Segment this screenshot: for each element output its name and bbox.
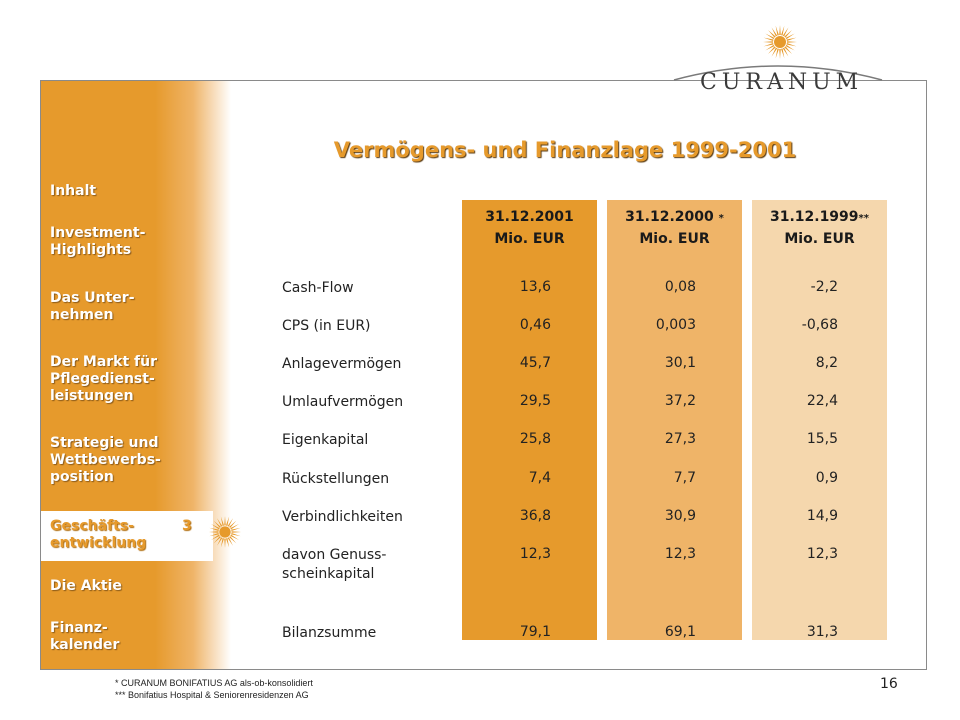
table-cell: 13,6 xyxy=(519,279,551,295)
table-cell: 0,08 xyxy=(664,279,696,295)
table-cell: -0,68 xyxy=(801,317,838,333)
table-cell: 69,1 xyxy=(664,624,696,640)
sun-icon xyxy=(208,515,242,549)
table-cell: 0,9 xyxy=(815,470,838,486)
table-cell: 22,4 xyxy=(806,393,838,409)
sidebar-item-die-aktie[interactable]: Die Aktie xyxy=(50,578,122,594)
sidebar-item-das-unternehmen[interactable]: Das Unter- nehmen xyxy=(50,290,135,323)
table-cell: 79,1 xyxy=(519,624,551,640)
row-label: Anlagevermögen xyxy=(282,356,402,372)
footnote: * CURANUM BONIFATIUS AG als-ob-konsolidi… xyxy=(115,678,313,688)
row-label: Umlaufvermögen xyxy=(282,394,404,410)
sidebar-item-finanzkalender[interactable]: Finanz- kalender xyxy=(50,620,120,653)
table-cell: 30,1 xyxy=(664,355,696,371)
table-cell: 30,9 xyxy=(664,508,696,524)
sidebar xyxy=(41,81,231,669)
table-cell: 12,3 xyxy=(519,546,551,562)
table-cell: 29,5 xyxy=(519,393,551,409)
column-header-2000: 31.12.2000 * Mio. EUR xyxy=(607,207,742,249)
sidebar-active-highlight xyxy=(41,511,213,561)
logo-arc-icon xyxy=(673,65,883,81)
column-unit: Mio. EUR xyxy=(784,231,855,247)
sidebar-item-markt[interactable]: Der Markt für Pflegedienst- leistungen xyxy=(50,354,158,404)
table-cell: 0,003 xyxy=(655,317,696,333)
row-label: Bilanzsumme xyxy=(282,625,377,641)
slide-title: Vermögens- und Finanzlage 1999-2001 xyxy=(333,138,797,162)
table-cell: 31,3 xyxy=(806,624,838,640)
column-header-2001: 31.12.2001 Mio. EUR xyxy=(462,207,597,249)
sun-logo-icon xyxy=(763,25,797,59)
column-marker: ** xyxy=(858,213,870,224)
table-cell: 36,8 xyxy=(519,508,551,524)
column-2000-background xyxy=(607,200,742,640)
table-cell: 15,5 xyxy=(806,431,838,447)
column-header-1999: 31.12.1999** Mio. EUR xyxy=(752,207,887,249)
page-number: 16 xyxy=(880,676,898,692)
row-label: Cash-Flow xyxy=(282,280,354,296)
column-unit: Mio. EUR xyxy=(494,231,565,247)
table-cell: 14,9 xyxy=(806,508,838,524)
row-label: CPS (in EUR) xyxy=(282,318,371,334)
sidebar-item-strategie[interactable]: Strategie und Wettbewerbs- position xyxy=(50,435,161,485)
sidebar-item-investment-highlights[interactable]: Investment- Highlights xyxy=(50,225,146,258)
sidebar-item-number: 3 xyxy=(182,518,192,534)
table-cell: 7,4 xyxy=(528,470,551,486)
table-cell: 12,3 xyxy=(664,546,696,562)
row-label: davon Genuss- scheinkapital xyxy=(282,547,387,582)
table-cell: 37,2 xyxy=(664,393,696,409)
sidebar-item-geschaeftsentwicklung[interactable]: Geschäfts- entwicklung xyxy=(50,518,147,551)
column-date: 31.12.2000 xyxy=(625,209,714,225)
sidebar-item-inhalt[interactable]: Inhalt xyxy=(50,183,97,199)
table-cell: -2,2 xyxy=(810,279,838,295)
column-unit: Mio. EUR xyxy=(639,231,710,247)
table-cell: 12,3 xyxy=(806,546,838,562)
row-label: Verbindlichkeiten xyxy=(282,509,403,525)
column-marker: * xyxy=(718,213,724,224)
column-date: 31.12.1999 xyxy=(769,209,859,225)
column-2001-background xyxy=(462,200,597,640)
column-1999-background xyxy=(752,200,887,640)
table-cell: 25,8 xyxy=(519,431,551,447)
table-cell: 0,46 xyxy=(519,317,551,333)
row-label: Eigenkapital xyxy=(282,432,369,448)
table-cell: 45,7 xyxy=(519,355,551,371)
row-label: Rückstellungen xyxy=(282,471,390,487)
footnote: *** Bonifatius Hospital & Seniorenreside… xyxy=(115,690,309,700)
slide-frame xyxy=(40,80,927,670)
column-date: 31.12.2001 xyxy=(485,209,574,225)
table-cell: 8,2 xyxy=(815,355,838,371)
company-logo-text: CURANUM xyxy=(700,70,864,95)
table-cell: 27,3 xyxy=(664,431,696,447)
table-cell: 7,7 xyxy=(673,470,696,486)
